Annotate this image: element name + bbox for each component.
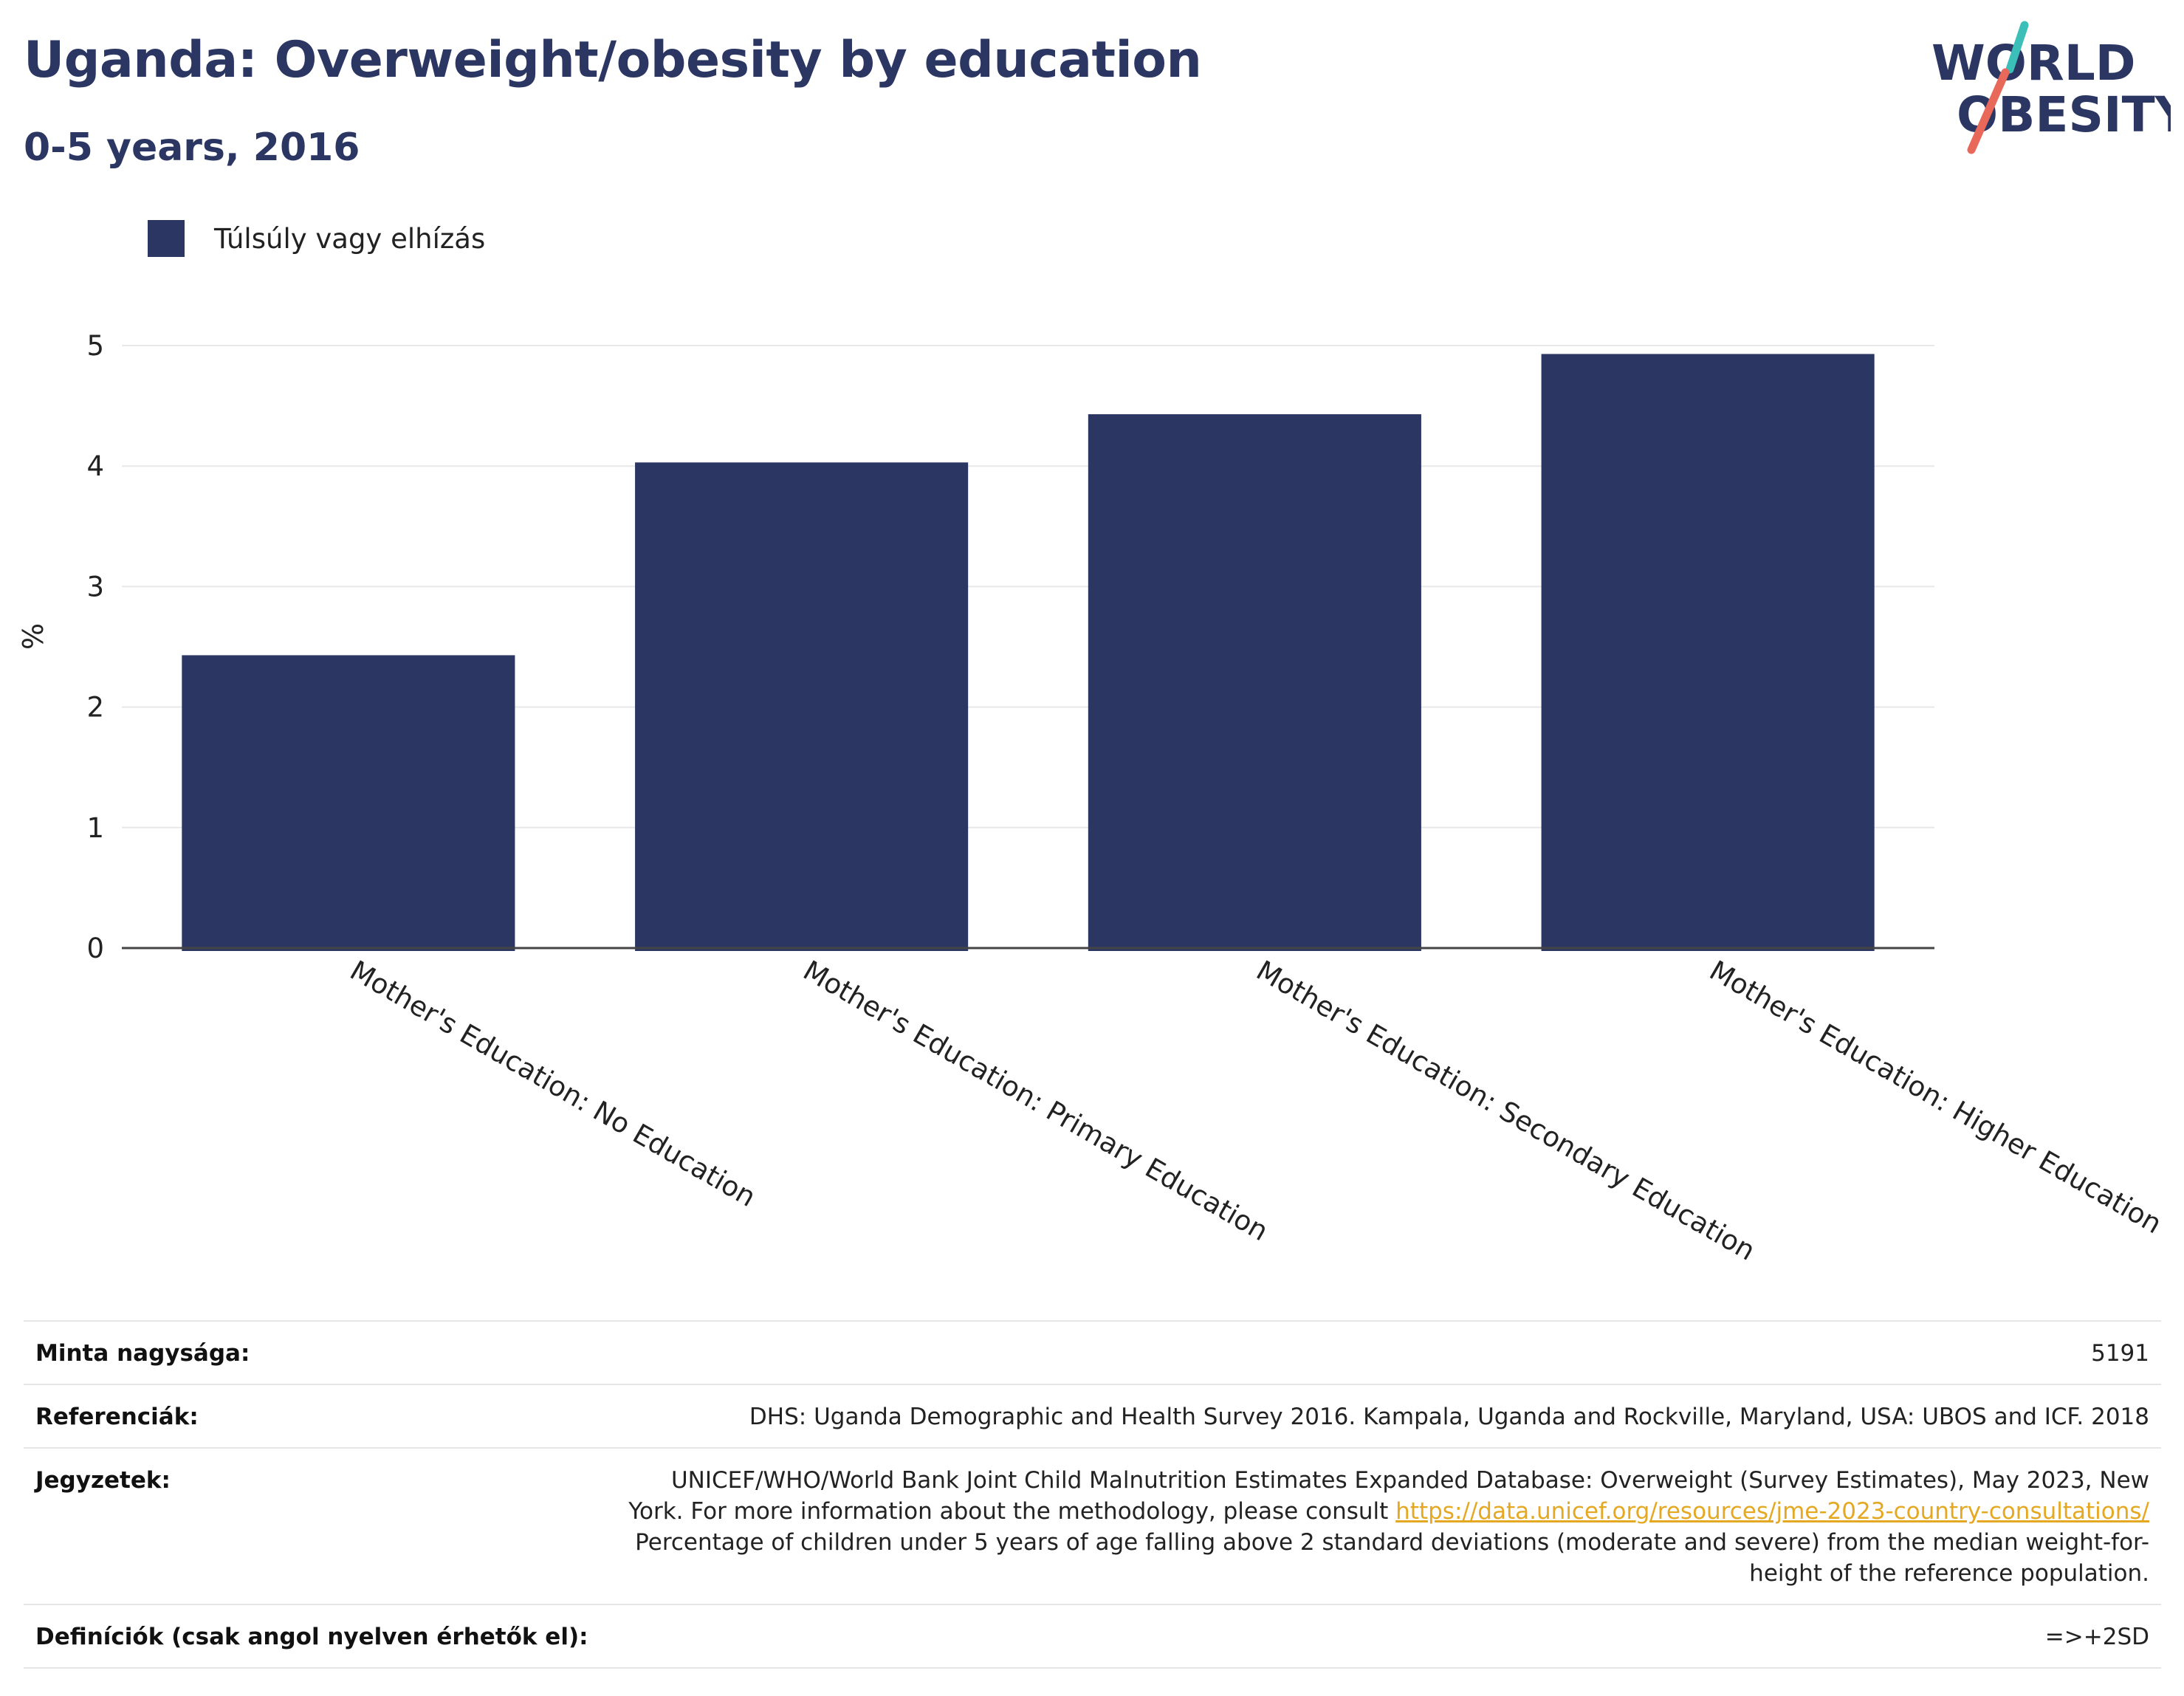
info-table: Minta nagysága: 5191 Referenciák: DHS: U… — [24, 1320, 2161, 1669]
references-label: Referenciák: — [35, 1404, 199, 1430]
info-row-definitions: Definíciók (csak angol nyelven érhetők e… — [24, 1604, 2161, 1669]
legend: Túlsúly vagy elhízás — [148, 219, 485, 258]
world-obesity-logo: WORLD OBESITY — [1931, 21, 2171, 154]
x-tick-label-2: Mother's Education: Secondary Education — [1251, 955, 1760, 1267]
info-row-notes: Jegyzetek: UNICEF/WHO/World Bank Joint C… — [24, 1447, 2161, 1604]
y-axis-label: % — [17, 623, 49, 650]
sample-label: Minta nagysága: — [35, 1340, 250, 1367]
legend-label: Túlsúly vagy elhízás — [214, 222, 486, 255]
references-value: DHS: Uganda Demographic and Health Surve… — [749, 1404, 2149, 1430]
chart-title: Uganda: Overweight/obesity by education — [24, 31, 1202, 89]
definitions-value: =>+2SD — [2044, 1624, 2149, 1650]
y-tick-label-2: 2 — [86, 692, 104, 724]
y-tick-label-0: 0 — [86, 933, 104, 964]
notes-line-3: Percentage of children under 5 years of … — [635, 1529, 2149, 1556]
y-tick-label-1: 1 — [86, 812, 104, 844]
x-tick-label-3: Mother's Education: Higher Education — [1704, 955, 2167, 1240]
info-row-references: Referenciák: DHS: Uganda Demographic and… — [24, 1384, 2161, 1447]
y-tick-label-3: 3 — [86, 571, 104, 602]
y-tick-label-4: 4 — [86, 450, 104, 482]
notes-label: Jegyzetek: — [35, 1467, 171, 1494]
sample-value: 5191 — [2091, 1340, 2149, 1367]
x-tick-label-1: Mother's Education: Primary Education — [798, 955, 1274, 1248]
definitions-label: Definíciók (csak angol nyelven érhetők e… — [35, 1624, 588, 1650]
notes-line-4: height of the reference population. — [1749, 1560, 2149, 1587]
bar-2[interactable] — [1088, 414, 1421, 951]
logo-text-world: WORLD — [1931, 35, 2136, 92]
logo-slash-coral — [1967, 68, 2010, 154]
notes-value: UNICEF/WHO/World Bank Joint Child Malnut… — [628, 1465, 2149, 1589]
legend-swatch — [148, 220, 185, 257]
bar-3[interactable] — [1541, 354, 1875, 951]
methodology-link[interactable]: https://data.unicef.org/resources/jme-20… — [1395, 1498, 2149, 1525]
x-tick-label-0: Mother's Education: No Education — [345, 955, 761, 1213]
notes-line-2: York. For more information about the met… — [628, 1498, 1389, 1525]
info-row-sample: Minta nagysága: 5191 — [24, 1320, 2161, 1384]
notes-line-1: UNICEF/WHO/World Bank Joint Child Malnut… — [670, 1467, 2149, 1494]
bars — [182, 354, 1875, 951]
y-tick-label-5: 5 — [86, 330, 104, 362]
logo-slash-teal — [2005, 21, 2029, 74]
chart-subtitle: 0-5 years, 2016 — [24, 126, 360, 170]
bar-1[interactable] — [635, 462, 969, 951]
bar-0[interactable] — [182, 655, 515, 951]
